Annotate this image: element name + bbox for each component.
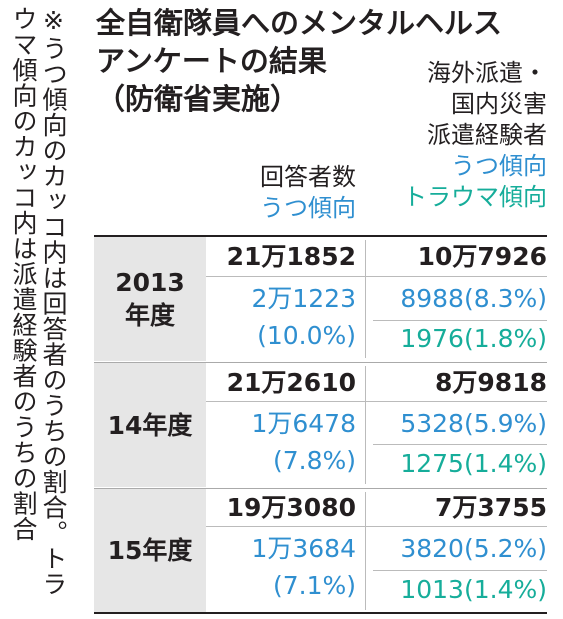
row-divider [206, 526, 547, 527]
row-divider [206, 401, 547, 402]
column-header-dispatched-label-3: 派遣経験者 [427, 121, 547, 149]
respondents-depression-2013: 2万1223 [251, 284, 356, 313]
dispatched-depression-14: 5328(5.9%) [400, 409, 547, 438]
column-header-dispatched-sub-1: うつ傾向 [451, 152, 547, 180]
year-label: 14年度 [107, 410, 193, 440]
column-header-dispatched-label-2: 国内災害 [451, 90, 547, 118]
respondents-total-15: 19万3080 [226, 493, 356, 522]
column-header-dispatched-sub-2: トラウマ傾向 [403, 183, 547, 211]
year-cell-14: 14年度 [94, 363, 206, 487]
dispatched-total-14: 8万9818 [435, 368, 547, 397]
table-top-rule [94, 235, 547, 237]
row-separator [94, 362, 547, 363]
year-cell-2013: 2013 年度 [94, 237, 206, 361]
dispatched-depression-15: 3820(5.2%) [400, 534, 547, 563]
row-divider [373, 570, 547, 571]
row-divider [206, 276, 547, 277]
column-divider [365, 366, 366, 484]
title-line-1: 全自衛隊員へのメンタルヘルス [96, 6, 503, 40]
year-label-suffix: 年度 [124, 301, 175, 330]
chart-title: 全自衛隊員へのメンタルヘルス アンケートの結果 （防衛省実施） [96, 4, 556, 118]
respondents-total-2013: 21万1852 [226, 242, 356, 271]
year-label: 2013 [115, 268, 185, 297]
title-line-3: （防衛省実施） [96, 82, 300, 116]
dispatched-total-2013: 10万7926 [417, 242, 547, 271]
column-divider [365, 492, 366, 610]
table-bottom-rule [94, 612, 547, 614]
respondents-depression-14: 1万6478 [251, 409, 356, 438]
dispatched-trauma-14: 1275(1.4%) [400, 449, 547, 478]
year-cell-15: 15年度 [94, 489, 206, 612]
row-divider [373, 320, 547, 321]
respondents-depression-pct-15: (7.1%) [272, 571, 356, 600]
respondents-depression-pct-14: (7.8%) [272, 446, 356, 475]
dispatched-trauma-2013: 1976(1.8%) [400, 324, 547, 353]
respondents-depression-pct-2013: (10.0%) [257, 321, 356, 350]
column-header-dispatched-label-1: 海外派遣・ [427, 59, 547, 87]
row-separator [94, 488, 547, 489]
dispatched-total-15: 7万3755 [435, 493, 547, 522]
year-label: 15年度 [107, 536, 193, 565]
footnote: ※うつ傾向のカッコ内は回答者のうちの割合。トラウマ傾向のカッコ内は派遣経験者のう… [9, 6, 68, 597]
row-divider [373, 444, 547, 445]
respondents-depression-15: 1万3684 [251, 534, 356, 563]
title-line-2: アンケートの結果 [96, 44, 327, 78]
column-header-respondents-sub: うつ傾向 [260, 194, 356, 222]
respondents-total-14: 21万2610 [226, 368, 356, 397]
dispatched-trauma-15: 1013(1.4%) [400, 575, 547, 604]
column-header-respondents: 回答者数 うつ傾向 [206, 162, 356, 224]
column-header-dispatched: 海外派遣・ 国内災害 派遣経験者 うつ傾向 トラウマ傾向 [364, 58, 547, 213]
column-header-respondents-label: 回答者数 [260, 163, 356, 191]
column-divider [365, 240, 366, 358]
dispatched-depression-2013: 8988(8.3%) [400, 284, 547, 313]
